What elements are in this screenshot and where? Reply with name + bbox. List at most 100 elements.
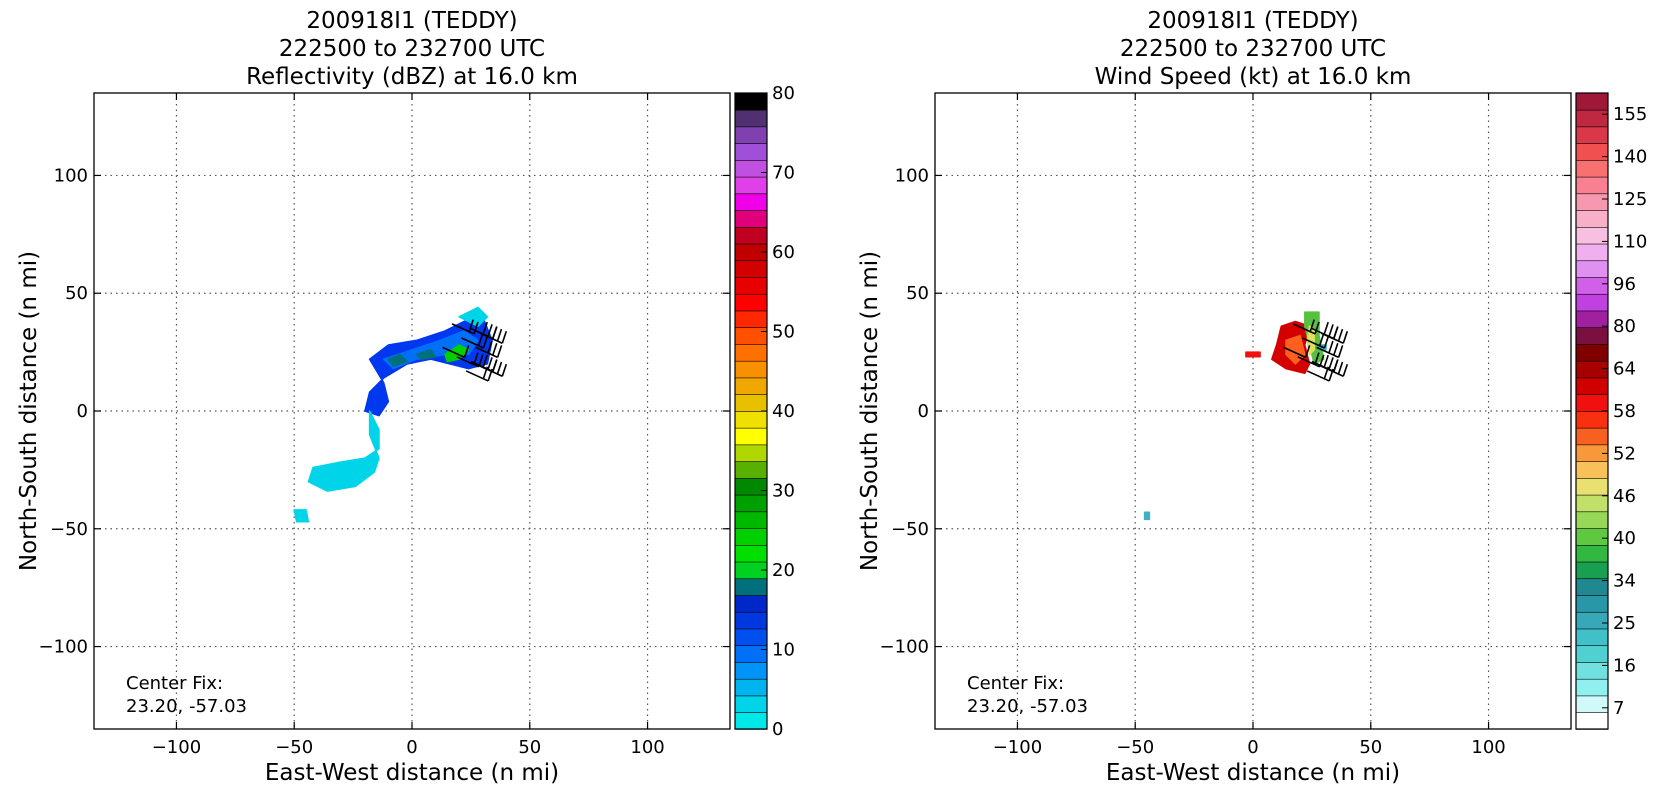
wind-barb (1320, 326, 1349, 344)
colorbar-swatch (734, 310, 768, 329)
colorbar-swatch (1575, 293, 1609, 312)
colorbar-swatch (1575, 427, 1609, 446)
x-tick-label: −50 (275, 737, 313, 758)
wind-barb-staff (1320, 365, 1344, 377)
y-tick-label: 50 (65, 283, 88, 304)
colorbar-swatch (1575, 243, 1609, 262)
colorbar-swatch (1575, 377, 1609, 395)
grid-lines (935, 93, 1571, 729)
colorbar-swatch (1575, 126, 1609, 144)
colorbar-tick-label: 140 (1613, 147, 1647, 168)
y-tick-label: −50 (50, 519, 88, 540)
echo-features (293, 306, 493, 523)
x-tick-label: −100 (152, 737, 201, 758)
grid-lines (94, 93, 730, 729)
colorbar-tick-label: 20 (772, 560, 795, 581)
colorbar-swatch (1575, 477, 1609, 496)
colorbar-swatch (1575, 393, 1609, 412)
colorbar-swatch (1575, 209, 1609, 228)
colorbar-swatch (734, 377, 768, 395)
wind-barb-flag (1337, 328, 1344, 342)
x-tick-label: 100 (630, 737, 664, 758)
colorbar-swatch (734, 544, 768, 563)
colorbar-swatch (1575, 511, 1609, 529)
colorbar-swatch (734, 460, 768, 479)
wind-barb-flag (496, 361, 503, 375)
colorbar-swatch (1575, 695, 1609, 713)
x-tick-label: 50 (518, 737, 541, 758)
colorbar-swatch (1575, 561, 1609, 580)
x-tick-label: −50 (1116, 737, 1154, 758)
wind-barb-staff (1316, 346, 1339, 359)
colorbar-swatch (734, 410, 768, 429)
colorbar-swatch (734, 360, 768, 379)
y-tick-label: −50 (891, 519, 929, 540)
colorbar-swatch (734, 142, 768, 161)
colorbar-tick-label: 40 (772, 401, 795, 422)
colorbar-tick-label: 64 (1613, 359, 1636, 380)
colorbar-swatch (734, 109, 768, 128)
y-tick-label: 0 (918, 401, 929, 422)
wind-barb-staff (442, 346, 465, 359)
wind-barb-flag (1309, 319, 1315, 332)
wind-barb-flag (1314, 321, 1320, 335)
colorbar-swatch (1575, 711, 1609, 730)
colorbar-swatch (734, 477, 768, 496)
colorbar-swatch (1575, 544, 1609, 563)
colorbar-swatch (734, 176, 768, 195)
wind-barb-flag (487, 357, 493, 370)
echo-region-wind-red-fleck (1245, 351, 1261, 358)
colorbar-tick-label: 52 (1613, 443, 1636, 464)
colorbar-swatch (1575, 327, 1609, 345)
wind-barb-flag (1337, 361, 1344, 375)
wind-barb-flag (1332, 359, 1339, 373)
colorbar-swatch (734, 695, 768, 713)
wind-barb-staff (465, 370, 489, 382)
colorbar-swatch (734, 678, 768, 697)
wind-barb-flag (482, 335, 489, 349)
colorbar-swatch (734, 578, 768, 596)
x-tick-label: −100 (993, 737, 1042, 758)
echo-region-wind-sw-fleck (1143, 511, 1151, 521)
chart-title-line-3: Wind Speed (kt) at 16.0 km (1095, 64, 1412, 90)
colorbar-swatch (1575, 260, 1609, 278)
colorbar-swatch (1575, 661, 1609, 680)
wind-barb-flag (1323, 321, 1329, 335)
wind-barb-flag (482, 354, 488, 368)
echo-region-sw-fleck (293, 509, 310, 523)
colorbar-swatch (734, 159, 768, 178)
plot-frame (934, 92, 1572, 730)
wind-barb (461, 333, 489, 349)
colorbar-swatch (1575, 276, 1609, 295)
center-fix-annotation-line-2: 23.20, -57.03 (126, 696, 247, 717)
wind-barb-staff (479, 332, 503, 344)
echo-region-tail (307, 410, 380, 492)
wind-barb-staff (1302, 337, 1325, 349)
colorbar-tick-label: 70 (772, 163, 795, 184)
x-axis-label: East-West distance (n mi) (265, 760, 559, 786)
wind-barb (1302, 333, 1330, 349)
colorbar-tick-label: 80 (772, 83, 795, 104)
colorbar-swatch (734, 628, 768, 647)
colorbar-swatch (1575, 645, 1609, 663)
colorbar-swatch (734, 343, 768, 362)
y-axis-label: North-South distance (n mi) (857, 251, 883, 571)
colorbar-swatch (1575, 109, 1609, 128)
wind-barb (1316, 340, 1344, 359)
chart-title-line-1: 200918I1 (TEDDY) (1147, 8, 1358, 34)
wind-barb-flag (1332, 326, 1339, 340)
colorbar-tick-label: 40 (1613, 528, 1636, 549)
colorbar-swatch (734, 260, 768, 278)
y-tick-label: −100 (39, 637, 88, 658)
colorbar-swatch (734, 427, 768, 446)
colorbar-tick-label: 7 (1613, 698, 1624, 719)
colorbar-swatch (734, 444, 768, 462)
wind-barb-staff (461, 337, 484, 349)
wind-barb-staff (1283, 346, 1306, 359)
colorbar-tick-label: 30 (772, 481, 795, 502)
wind-barb-flag (501, 363, 508, 377)
x-axis-label: East-West distance (n mi) (1106, 760, 1400, 786)
colorbar-swatch (734, 611, 768, 630)
colorbar-swatch (1575, 193, 1609, 211)
